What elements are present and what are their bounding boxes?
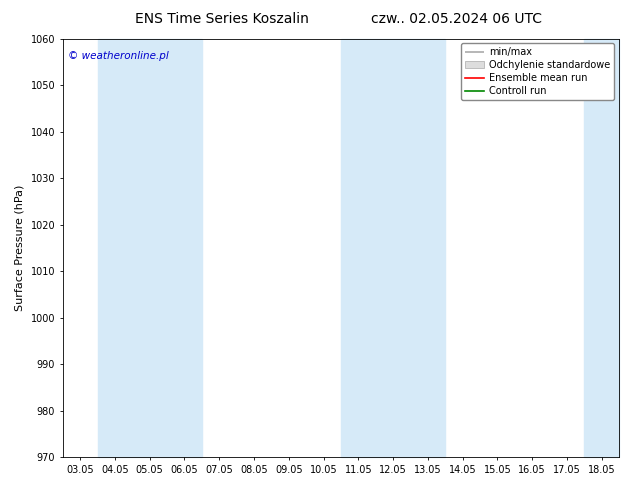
Bar	[98, 39, 202, 457]
Y-axis label: Surface Pressure (hPa): Surface Pressure (hPa)	[15, 185, 25, 311]
Text: © weatheronline.pl: © weatheronline.pl	[68, 51, 169, 61]
Legend: min/max, Odchylenie standardowe, Ensemble mean run, Controll run: min/max, Odchylenie standardowe, Ensembl…	[461, 44, 614, 100]
Text: ENS Time Series Koszalin: ENS Time Series Koszalin	[135, 12, 309, 26]
Text: czw.. 02.05.2024 06 UTC: czw.. 02.05.2024 06 UTC	[371, 12, 542, 26]
Bar	[585, 39, 619, 457]
Bar	[341, 39, 445, 457]
